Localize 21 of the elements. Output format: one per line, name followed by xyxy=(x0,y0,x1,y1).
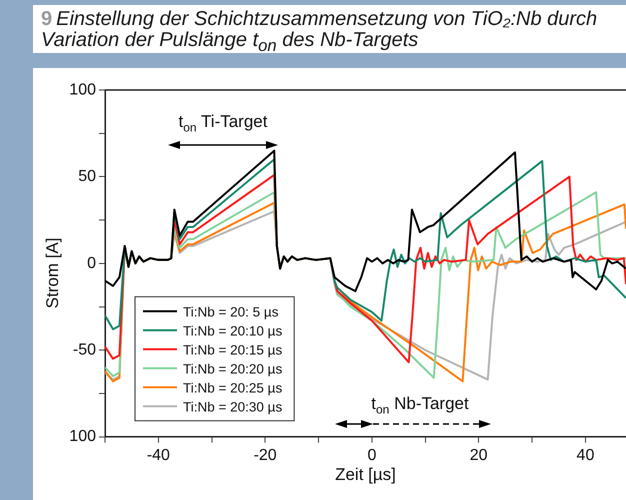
legend-label: Ti:Nb = 20:25 µs xyxy=(183,380,282,396)
y-axis-title: Strom [A] xyxy=(43,236,63,310)
x-tick-label: -40 xyxy=(146,446,170,464)
legend-label: Ti:Nb = 20: 5 µs xyxy=(183,304,279,320)
x-tick-label: 0 xyxy=(367,446,376,464)
x-tick-label: 40 xyxy=(576,446,594,464)
legend-label: Ti:Nb = 20:15 µs xyxy=(183,342,282,358)
x-tick-label: -20 xyxy=(254,446,277,464)
y-tick-label: 100 xyxy=(69,81,96,98)
x-tick-label: 20 xyxy=(470,446,488,464)
legend-label: Ti:Nb = 20:30 µs xyxy=(183,399,282,414)
y-tick-label: -50 xyxy=(72,342,96,359)
legend-label: Ti:Nb = 20:20 µs xyxy=(183,361,282,376)
chart-title: 9 Einstellung der Schichtzusammensetzung von TiO₂:Nb durch Variation der Pulslänge t$_{on}$ des Nb-Targets xyxy=(33,5,626,55)
y-tick-label: 50 xyxy=(78,168,96,186)
y-tick-label: 100 xyxy=(69,428,96,446)
legend-label: Ti:Nb = 20:10 µs xyxy=(183,323,282,338)
annotation: t$_{on}$ Ti-Target xyxy=(178,112,268,134)
y-tick-label: 0 xyxy=(87,254,96,272)
annotation: t$_{on}$ Nb-Target xyxy=(371,394,469,416)
x-axis-title: Zeit [µs] xyxy=(334,465,397,485)
